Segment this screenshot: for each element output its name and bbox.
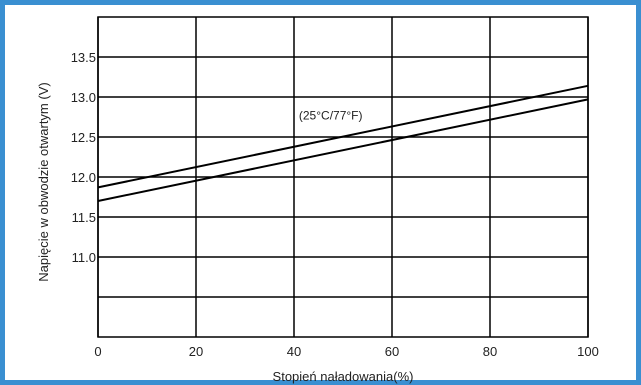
y-tick-label: 11.0 (72, 250, 96, 265)
x-axis: 0 20 40 60 80 100 (94, 344, 598, 359)
y-axis-title: Napięcie w obwodzie otwartym (V) (36, 82, 51, 281)
y-tick-label: 12.5 (71, 130, 96, 145)
y-tick-label: 12.0 (71, 170, 96, 185)
y-tick-label: 13.0 (71, 90, 96, 105)
x-axis-title: Stopień naładowania(%) (273, 369, 414, 384)
y-axis: 11.0 11.5 12.0 12.5 13.0 13.5 (71, 50, 96, 265)
series-line-2 (97, 98, 589, 202)
plot-border (97, 16, 589, 338)
annotation-label: (25°C/77°F) (299, 108, 363, 122)
y-tick-label: 11.5 (72, 210, 96, 225)
x-tick-label: 60 (385, 344, 399, 359)
series-group (97, 84, 589, 202)
x-tick-label: 100 (577, 344, 599, 359)
x-tick-label: 40 (287, 344, 301, 359)
x-tick-label: 80 (483, 344, 497, 359)
series-line-1 (97, 84, 589, 189)
x-tick-label: 20 (189, 344, 203, 359)
y-tick-label: 13.5 (71, 50, 96, 65)
x-tick-label: 0 (94, 344, 101, 359)
